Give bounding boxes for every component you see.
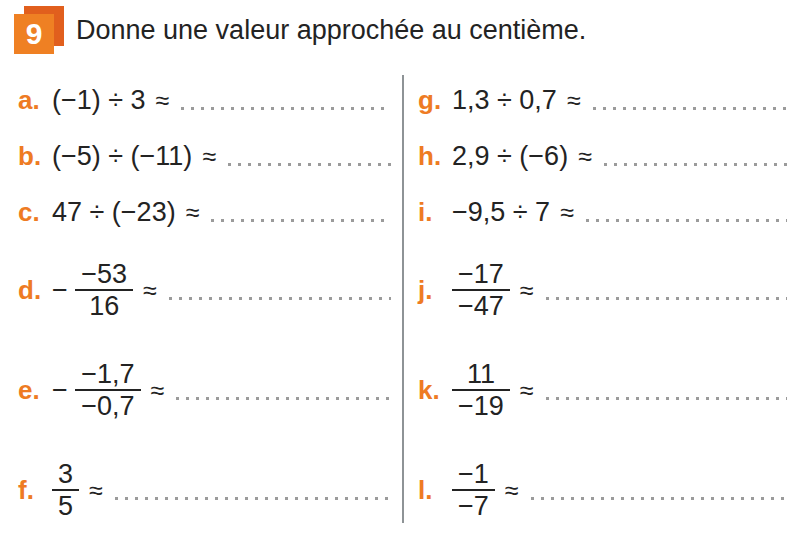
exercise-number-badge: 9 — [14, 6, 64, 54]
fraction: 11 −19 — [452, 359, 510, 421]
fraction-denominator: 5 — [52, 489, 79, 521]
problem-row-j: j. −17 −47 ≈ — [403, 240, 803, 340]
answer-blank — [531, 497, 787, 500]
fraction-denominator: 16 — [75, 289, 133, 321]
problem-row-e: e. − −1,7 −0,7 ≈ — [0, 340, 403, 440]
fraction: 3 5 — [52, 459, 79, 521]
problem-label: j. — [418, 275, 452, 306]
fraction-numerator: −17 — [452, 259, 510, 289]
problem-label: g. — [418, 85, 452, 116]
fraction-sign: − — [52, 275, 75, 306]
fraction: −1,7 −0,7 — [75, 359, 140, 421]
fraction-sign: − — [52, 375, 75, 406]
problem-row-h: h. 2,9 ÷ (−6) ≈ — [403, 128, 803, 184]
problem-expression: −9,5 ÷ 7 — [452, 197, 550, 228]
fraction-numerator: −53 — [75, 259, 133, 289]
approx-symbol: ≈ — [151, 376, 165, 405]
fraction: −1 −7 — [452, 459, 495, 521]
approx-symbol: ≈ — [202, 142, 216, 171]
problem-label: i. — [418, 197, 452, 228]
problem-row-f: f. 3 5 ≈ — [0, 440, 403, 540]
approx-symbol: ≈ — [520, 276, 534, 305]
problem-row-g: g. 1,3 ÷ 0,7 ≈ — [403, 72, 803, 128]
fraction-denominator: −0,7 — [75, 389, 140, 421]
answer-blank — [169, 297, 391, 300]
problem-row-i: i. −9,5 ÷ 7 ≈ — [403, 184, 803, 240]
fraction: −53 16 — [75, 259, 133, 321]
problem-expression: 2,9 ÷ (−6) — [452, 141, 568, 172]
fraction-numerator: −1 — [452, 459, 495, 489]
fraction-numerator: 11 — [452, 359, 510, 389]
approx-symbol: ≈ — [505, 476, 519, 505]
approx-symbol: ≈ — [520, 376, 534, 405]
problem-label: b. — [18, 141, 52, 172]
answer-blank — [586, 219, 787, 222]
answer-blank — [546, 297, 787, 300]
approx-symbol: ≈ — [560, 198, 574, 227]
problem-expression: (−1) ÷ 3 — [52, 85, 146, 116]
fraction-denominator: −19 — [452, 389, 510, 421]
exercise-header: 9 Donne une valeur approchée au centième… — [14, 6, 586, 54]
problem-row-a: a. (−1) ÷ 3 ≈ — [0, 72, 403, 128]
exercise-page: 9 Donne une valeur approchée au centième… — [0, 0, 803, 557]
answer-blank — [228, 163, 391, 166]
problem-label: h. — [418, 141, 452, 172]
problem-expression: 1,3 ÷ 0,7 — [452, 85, 557, 116]
fraction-denominator: −47 — [452, 289, 510, 321]
answer-blank — [181, 107, 391, 110]
approx-symbol: ≈ — [567, 86, 581, 115]
problem-label: k. — [418, 375, 452, 406]
fraction: −17 −47 — [452, 259, 510, 321]
left-column: a. (−1) ÷ 3 ≈ b. (−5) ÷ (−11) ≈ c. 47 ÷ … — [0, 72, 403, 540]
problem-label: l. — [418, 475, 452, 506]
problem-row-d: d. − −53 16 ≈ — [0, 240, 403, 340]
problem-label: f. — [18, 475, 52, 506]
problem-row-b: b. (−5) ÷ (−11) ≈ — [0, 128, 403, 184]
approx-symbol: ≈ — [89, 476, 103, 505]
right-column: g. 1,3 ÷ 0,7 ≈ h. 2,9 ÷ (−6) ≈ i. −9,5 ÷… — [403, 72, 803, 540]
exercise-number: 9 — [26, 17, 43, 51]
answer-blank — [604, 163, 787, 166]
problem-label: c. — [18, 197, 52, 228]
badge-front-square: 9 — [14, 14, 54, 54]
answer-blank — [593, 107, 787, 110]
answer-blank — [115, 497, 391, 500]
answer-blank — [176, 397, 391, 400]
problem-label: a. — [18, 85, 52, 116]
problem-row-l: l. −1 −7 ≈ — [403, 440, 803, 540]
answer-blank — [211, 219, 391, 222]
problem-expression: 47 ÷ (−23) — [52, 197, 176, 228]
approx-symbol: ≈ — [186, 198, 200, 227]
fraction-numerator: −1,7 — [75, 359, 140, 389]
fraction-numerator: 3 — [52, 459, 79, 489]
approx-symbol: ≈ — [156, 86, 170, 115]
approx-symbol: ≈ — [578, 142, 592, 171]
problem-expression: (−5) ÷ (−11) — [52, 141, 192, 172]
problems-area: a. (−1) ÷ 3 ≈ b. (−5) ÷ (−11) ≈ c. 47 ÷ … — [0, 72, 803, 540]
problem-label: d. — [18, 275, 52, 306]
fraction-denominator: −7 — [452, 489, 495, 521]
problem-row-c: c. 47 ÷ (−23) ≈ — [0, 184, 403, 240]
exercise-title: Donne une valeur approchée au centième. — [76, 15, 586, 46]
approx-symbol: ≈ — [143, 276, 157, 305]
problem-row-k: k. 11 −19 ≈ — [403, 340, 803, 440]
answer-blank — [546, 397, 787, 400]
problem-label: e. — [18, 375, 52, 406]
